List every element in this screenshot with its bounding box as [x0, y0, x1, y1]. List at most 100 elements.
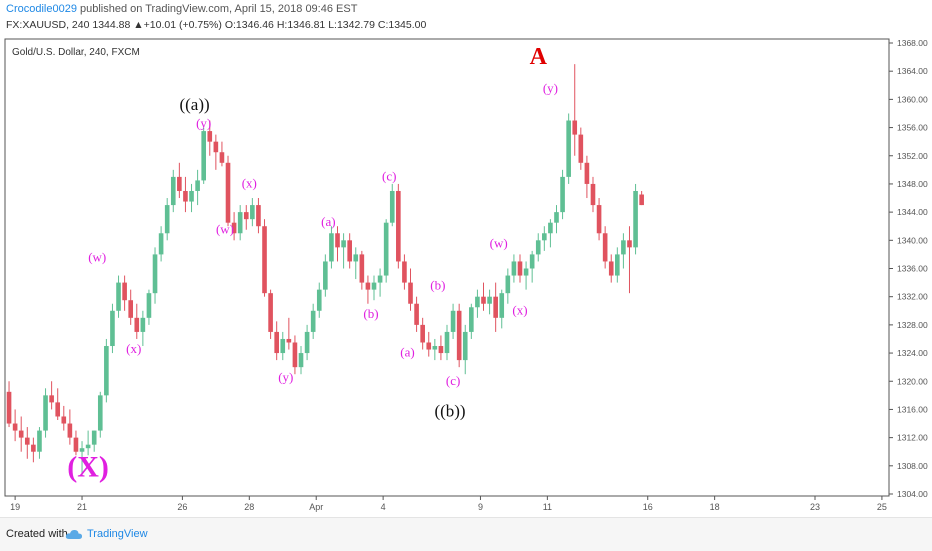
published-text: published on TradingView.com, April 15, … — [76, 3, 358, 15]
candle-body — [122, 282, 127, 301]
candle-body — [402, 261, 407, 283]
candle-body — [225, 162, 231, 223]
candle-body — [152, 254, 158, 294]
candle-body — [268, 293, 273, 332]
change-value: +10.01 (+0.75%) — [143, 19, 222, 31]
y-tick-label: 1348.00 — [897, 179, 928, 189]
y-tick-label: 1328.00 — [897, 320, 928, 330]
x-tick-label: 16 — [643, 502, 653, 512]
wave-label: (y) — [278, 369, 293, 384]
candle-body — [560, 176, 565, 213]
y-tick-label: 1332.00 — [897, 292, 928, 302]
candle-body — [426, 342, 432, 350]
candle-body — [511, 261, 517, 276]
ticker-legend: FX:XAUUSD, 240 1344.88 ▲+10.01 (+0.75%) … — [6, 19, 426, 31]
candle-body — [529, 254, 535, 269]
chart-area[interactable]: Gold/U.S. Dollar, 240, FXCM (X) (w) (x) ((a… — [0, 37, 932, 515]
candle-body — [481, 296, 486, 304]
candle-body — [365, 282, 371, 290]
wave-label: (a) — [321, 214, 335, 229]
last-price: 1344.88 — [92, 19, 131, 31]
candle-body — [12, 423, 18, 431]
candle-body — [572, 120, 578, 135]
author-link[interactable]: Crocodile0029 — [6, 3, 77, 15]
candle-body — [37, 430, 42, 452]
candle-body — [43, 395, 48, 431]
candle-body — [31, 444, 36, 452]
candle-body — [304, 331, 310, 354]
candle-body — [420, 324, 425, 343]
open-value: 1346.46 — [235, 19, 274, 31]
x-tick-label: 28 — [244, 502, 254, 512]
candle-body — [329, 233, 334, 262]
candle-body — [195, 180, 200, 191]
candle-body — [396, 190, 401, 262]
candle-body — [256, 205, 261, 227]
candle-body — [170, 176, 176, 206]
y-tick-label: 1368.00 — [897, 38, 928, 48]
wave-label: (x) — [126, 341, 141, 356]
candle-body — [146, 293, 152, 318]
price-chart[interactable]: Gold/U.S. Dollar, 240, FXCM (X) (w) (x) ((a… — [0, 37, 932, 515]
y-tick-label: 1304.00 — [897, 489, 928, 499]
candle-body — [548, 222, 553, 234]
y-tick-label: 1360.00 — [897, 94, 928, 104]
x-tick-label: 19 — [10, 502, 20, 512]
candle-body — [134, 317, 140, 332]
candle-body — [250, 205, 255, 220]
symbol-label: FX:XAUUSD, 240 — [6, 19, 90, 31]
candle-body — [104, 346, 109, 396]
candle-body — [542, 233, 547, 241]
candle-body — [91, 430, 97, 445]
candle-body — [55, 402, 61, 417]
candle-body — [353, 254, 359, 262]
candle-body — [158, 233, 164, 255]
candle-body — [231, 222, 237, 234]
x-tick-label: 23 — [810, 502, 820, 512]
candle-body — [505, 275, 511, 294]
candle-body — [408, 282, 413, 304]
candle-body — [201, 131, 207, 181]
candle-body — [128, 300, 134, 318]
y-tick-label: 1344.00 — [897, 207, 928, 217]
y-tick-label: 1308.00 — [897, 461, 928, 471]
candle-body — [49, 395, 54, 403]
x-tick-label: 21 — [77, 502, 87, 512]
candle-body — [67, 423, 73, 438]
candle-body — [493, 296, 498, 318]
x-tick-label: 9 — [478, 502, 483, 512]
wave-label: (w) — [490, 235, 508, 250]
candle-body — [177, 176, 182, 191]
candle-body — [323, 261, 328, 290]
y-tick-label: 1312.00 — [897, 433, 928, 443]
wave-label: (x) — [242, 175, 257, 190]
candle-body — [584, 162, 590, 184]
candles-group — [6, 64, 644, 477]
wave-label: (x) — [512, 302, 527, 317]
chart-title: Gold/U.S. Dollar, 240, FXCM — [12, 47, 140, 58]
wave-label: (w) — [216, 221, 234, 236]
candle-body — [438, 346, 444, 354]
time-axis[interactable]: 19 21 26 28 Apr 4 9 11 16 18 23 25 — [10, 496, 887, 512]
candle-body — [24, 437, 30, 445]
high-label: H: — [276, 19, 288, 31]
candle-body — [274, 331, 279, 354]
candle-body — [310, 310, 316, 332]
candle-body — [280, 338, 286, 354]
candle-body — [335, 233, 340, 248]
close-label: C: — [377, 19, 389, 31]
candle-body — [85, 444, 91, 449]
candle-body — [18, 430, 24, 438]
candle-body — [469, 307, 474, 332]
wave-label: (y) — [196, 116, 211, 131]
candle-body — [633, 190, 638, 248]
candle-body — [487, 296, 492, 304]
y-tick-label: 1336.00 — [897, 264, 928, 274]
y-tick-label: 1316.00 — [897, 404, 928, 414]
open-label: O: — [224, 19, 236, 31]
chart-header: Crocodile0029 published on TradingView.c… — [6, 2, 357, 16]
price-axis[interactable]: 1368.00 1364.00 1360.00 1356.00 1352.00 1348.… — [889, 38, 928, 499]
wave-label: (w) — [88, 249, 106, 264]
tradingview-brand-link[interactable]: TradingView — [87, 528, 148, 540]
candle-body — [292, 342, 298, 368]
